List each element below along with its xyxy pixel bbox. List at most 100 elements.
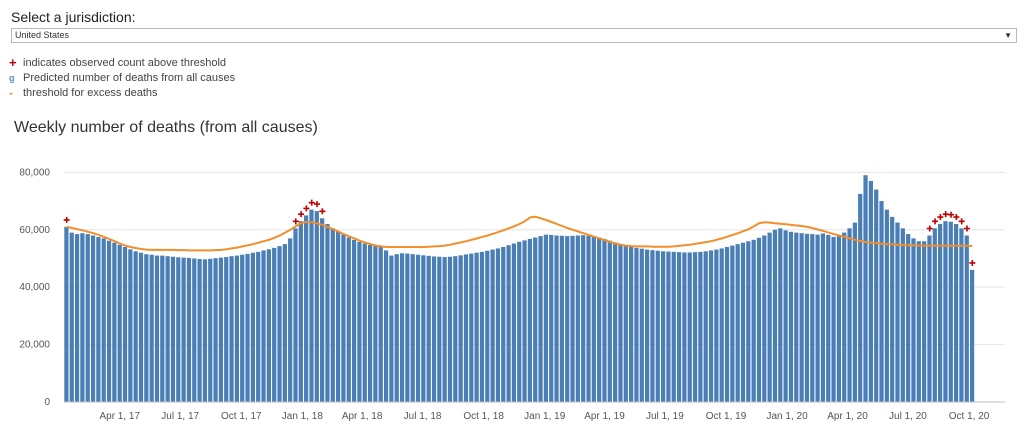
bar xyxy=(106,240,112,402)
x-tick-label: Jan 1, 20 xyxy=(767,411,809,422)
bar xyxy=(101,238,106,402)
bar xyxy=(948,221,953,402)
chart-title: Weekly number of deaths (from all causes… xyxy=(14,119,318,136)
bar xyxy=(399,253,405,402)
bar xyxy=(794,232,799,402)
bar xyxy=(613,242,618,402)
bar xyxy=(943,221,948,402)
bar xyxy=(602,238,607,402)
bar xyxy=(549,234,554,402)
bar xyxy=(836,236,842,402)
excess-marker xyxy=(953,214,960,221)
excess-marker xyxy=(926,225,933,232)
bar xyxy=(629,246,634,402)
excess-marker xyxy=(937,214,944,221)
legend-label: indicates observed count above threshold xyxy=(23,56,227,69)
bar xyxy=(149,254,154,402)
bar xyxy=(431,256,437,402)
bar xyxy=(581,235,586,402)
bar xyxy=(879,201,884,402)
bar xyxy=(144,254,149,402)
bar xyxy=(543,234,549,402)
bar xyxy=(703,251,708,402)
bar xyxy=(133,251,138,402)
excess-marker xyxy=(942,211,949,218)
bar xyxy=(778,228,783,402)
bar xyxy=(277,246,282,402)
bar xyxy=(852,222,857,402)
bar xyxy=(122,246,128,402)
bar xyxy=(527,238,533,402)
bar xyxy=(304,215,309,402)
bar xyxy=(330,228,335,402)
jurisdiction-select[interactable]: United States ▼ xyxy=(11,28,1017,43)
bar xyxy=(186,257,192,402)
x-tick-label: Oct 1, 20 xyxy=(949,411,990,422)
bar xyxy=(842,232,847,402)
bar xyxy=(117,244,122,402)
x-tick-label: Jul 1, 20 xyxy=(889,411,927,422)
bar xyxy=(591,236,596,402)
bar xyxy=(900,228,905,402)
bar xyxy=(506,245,511,402)
bar xyxy=(415,254,421,402)
bar xyxy=(964,235,969,402)
bar xyxy=(437,256,442,402)
bar xyxy=(586,235,591,402)
bar xyxy=(170,256,176,402)
bar xyxy=(261,250,266,402)
bar xyxy=(378,246,383,402)
bar xyxy=(682,252,687,402)
axes: 0 20,000 40,000 60,000 80,000 Apr 1, 17 Jul 1,… xyxy=(19,167,1005,422)
bar xyxy=(655,250,660,402)
bar xyxy=(421,255,426,402)
bar xyxy=(165,256,170,402)
bar xyxy=(874,189,879,402)
bar xyxy=(831,236,836,402)
bar xyxy=(762,235,767,402)
legend-label: threshold for excess deaths xyxy=(23,86,158,99)
excess-marker xyxy=(319,208,326,215)
excess-marker xyxy=(298,211,305,218)
bar xyxy=(511,243,517,402)
bar xyxy=(240,254,245,402)
bar xyxy=(607,240,612,402)
bar xyxy=(916,241,921,402)
chevron-down-icon[interactable]: ▼ xyxy=(1004,31,1012,40)
threshold-line-group xyxy=(66,215,973,252)
bar xyxy=(554,235,559,402)
bar xyxy=(692,252,698,402)
excess-marker xyxy=(958,218,965,225)
threshold-line xyxy=(66,215,973,252)
bar xyxy=(160,255,165,402)
bar xyxy=(341,234,346,402)
bar xyxy=(256,251,261,402)
bar xyxy=(575,235,580,402)
bar xyxy=(474,252,479,402)
bar xyxy=(272,247,277,402)
bar xyxy=(64,226,69,402)
bar xyxy=(959,228,964,402)
bar xyxy=(90,235,96,402)
bar xyxy=(224,257,229,402)
x-tick-label: Apr 1, 19 xyxy=(584,411,625,422)
dash-icon: - xyxy=(9,85,13,100)
bar xyxy=(112,242,117,402)
excess-marker xyxy=(948,211,955,218)
bar xyxy=(490,249,495,402)
x-tick-label: Jul 1, 19 xyxy=(646,411,684,422)
bar xyxy=(650,250,655,402)
bar xyxy=(250,252,255,402)
bar xyxy=(922,241,927,402)
bar xyxy=(245,253,250,402)
bar xyxy=(783,230,788,402)
legend-item-threshold: - threshold for excess deaths xyxy=(9,85,235,100)
bar xyxy=(389,255,394,402)
bar xyxy=(458,255,463,402)
bar xyxy=(953,224,959,402)
x-tick-label: Oct 1, 18 xyxy=(463,411,504,422)
bar xyxy=(485,250,490,402)
plus-icon: + xyxy=(9,55,17,70)
legend: + indicates observed count above thresho… xyxy=(9,55,235,100)
bar xyxy=(559,235,564,402)
